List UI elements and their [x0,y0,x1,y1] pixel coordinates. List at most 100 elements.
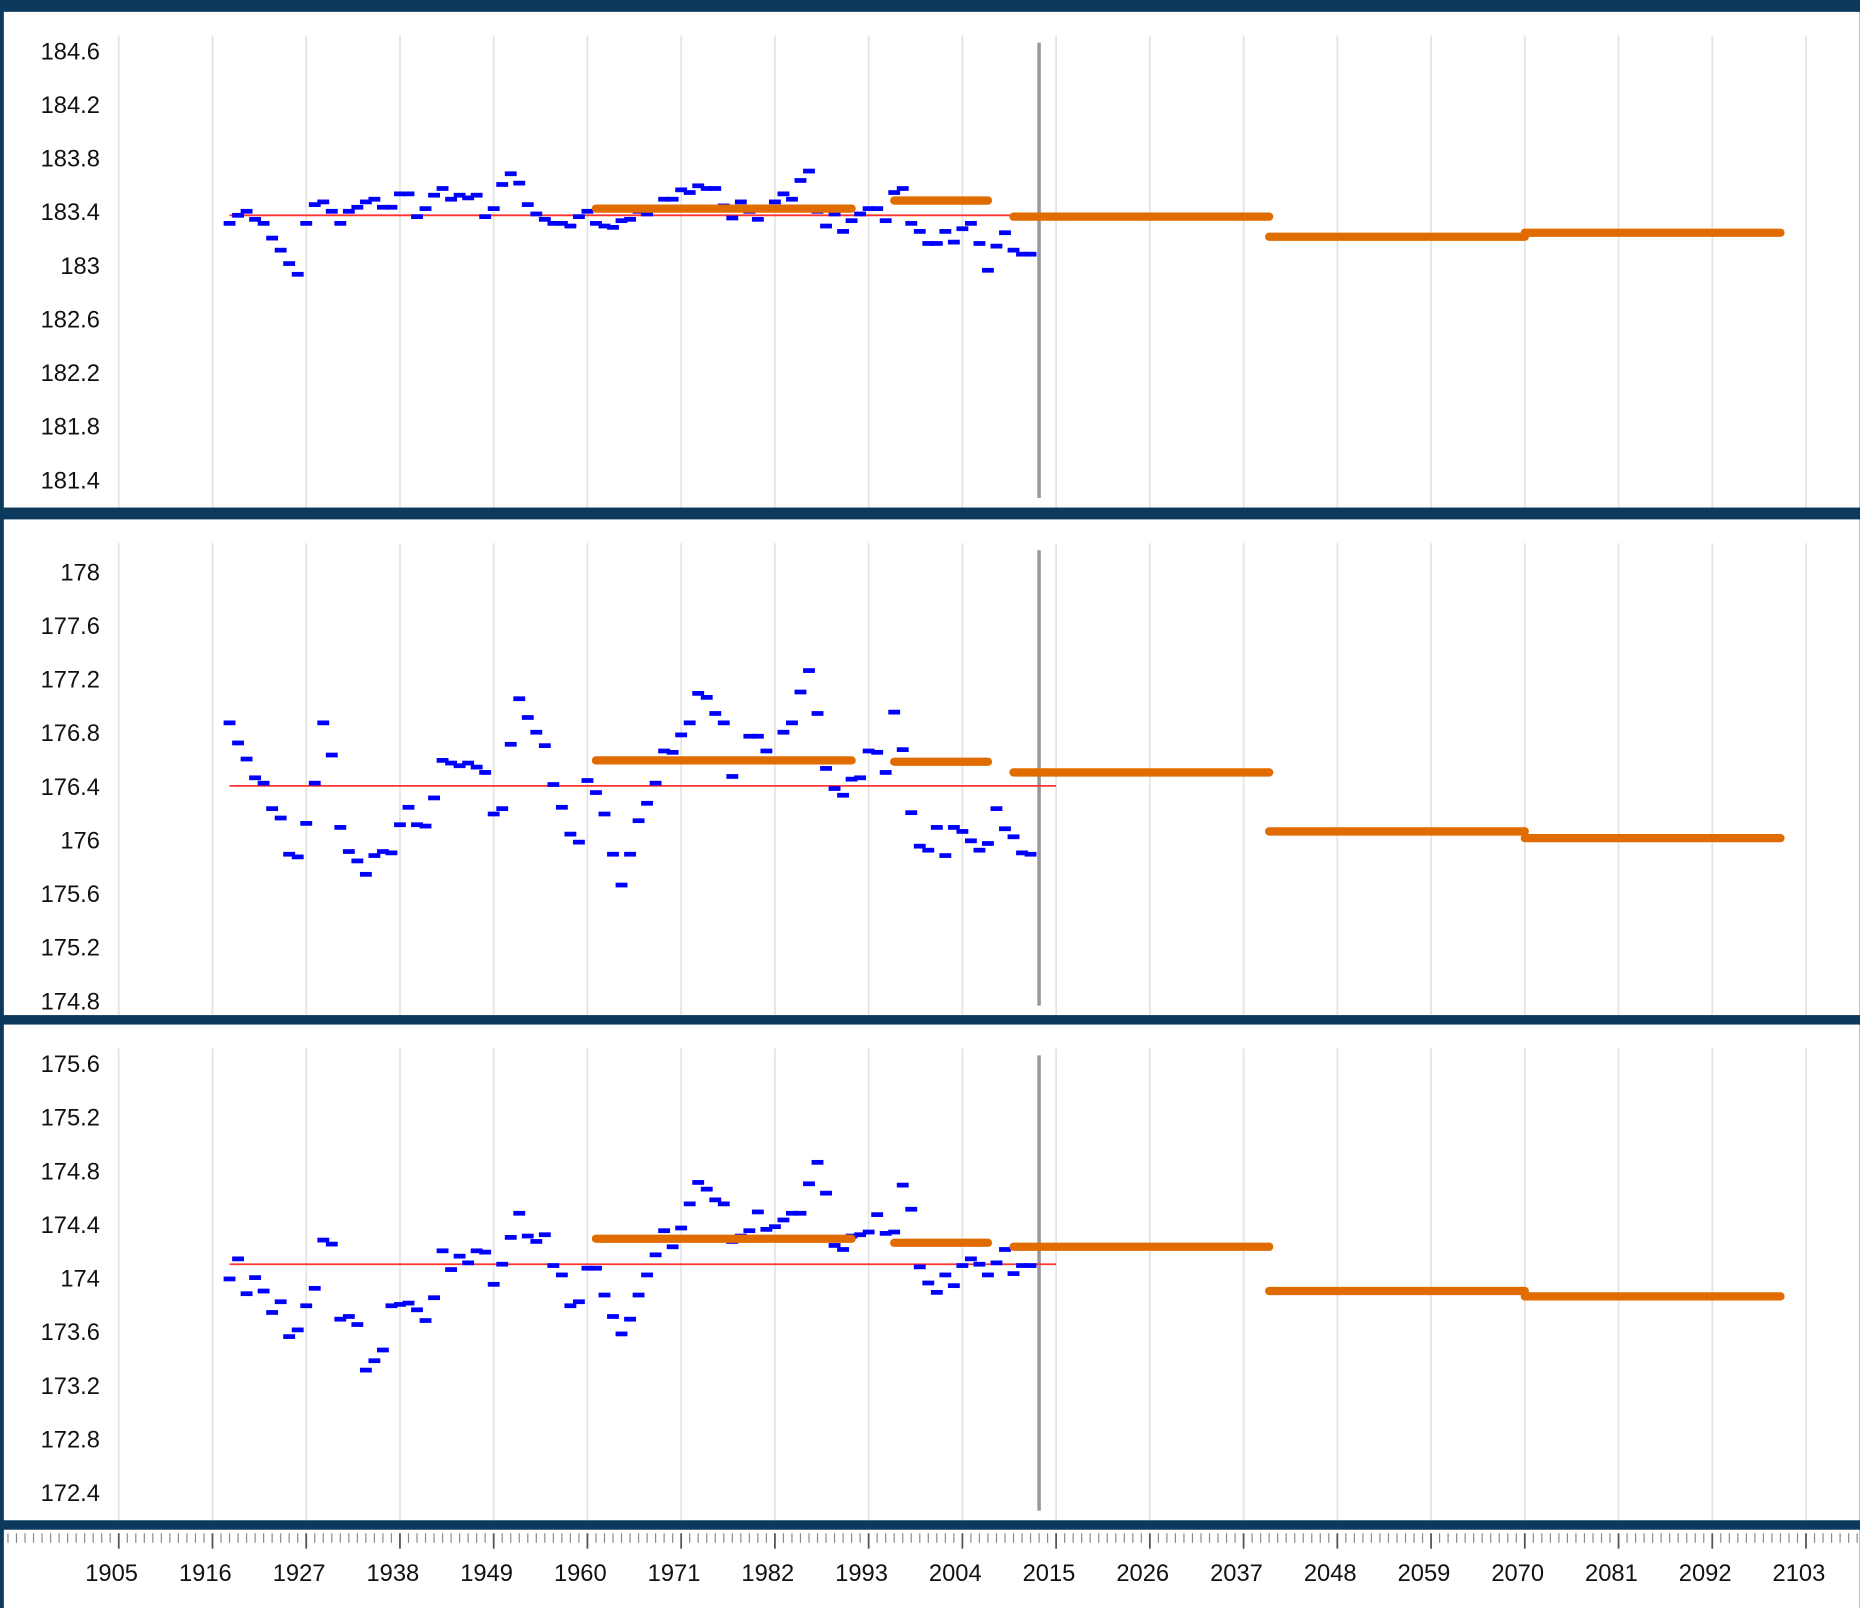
data-point [947,1283,960,1289]
y-tick-label: 173.2 [41,1374,100,1400]
data-point [513,180,526,186]
data-point [845,218,858,224]
data-point [359,871,372,877]
data-point [777,729,790,735]
data-point [504,1235,517,1240]
data-point [232,212,244,218]
data-point [820,1190,832,1196]
data-point [751,1209,764,1215]
data-point [624,851,636,857]
data-point [786,196,798,202]
data-point [325,208,338,214]
data-point [641,800,654,806]
panel-content: 172.4 172.8 173.2 173.6 174 174.4 174.8 175.2 17… [41,1048,1807,1521]
data-point [240,208,253,214]
data-point [402,191,415,197]
data-point [760,748,773,754]
data-point [675,187,688,193]
x-tick-label: 1960 [554,1561,607,1587]
data-point [982,267,994,273]
data-point [675,732,688,738]
data-point [376,849,389,854]
data-point [854,1232,867,1238]
y-tick-label: 178 [60,560,100,586]
data-point [828,1243,841,1248]
data-point [666,749,679,755]
data-point [615,882,628,888]
data-point [743,733,756,739]
data-point [266,235,279,241]
data-point [999,230,1011,236]
y-tick-label: 174.8 [41,1159,100,1185]
data-point [402,1300,415,1306]
data-point [743,1228,756,1234]
data-point [325,1241,338,1247]
data-point [700,1186,713,1192]
data-point [726,215,739,221]
data-point [351,1322,364,1327]
data-point [240,756,253,762]
data-point [504,741,517,747]
data-point [555,804,568,810]
data-point [658,1228,671,1234]
x-tick-label: 1971 [648,1561,701,1587]
y-tick-label: 181.8 [41,415,100,441]
data-point [1007,834,1020,840]
data-point [862,206,875,211]
y-tick-label: 175.6 [41,882,100,908]
data-point [683,720,696,726]
data-point [905,1206,918,1212]
data-point [939,853,952,858]
data-point [376,204,389,210]
data-point [334,1316,347,1322]
data-point [411,1307,423,1313]
panel-background [3,1024,1860,1521]
data-point [462,195,475,201]
data-point [598,1292,611,1298]
data-point [1024,1263,1037,1268]
data-point [572,839,585,845]
data-point [351,858,364,864]
data-point [479,770,492,775]
x-tick-label: 2103 [1773,1561,1826,1587]
data-point [930,1289,943,1295]
data-point [598,811,611,817]
data-point [555,220,568,226]
x-tick-label: 1949 [460,1561,513,1587]
data-point [956,1263,969,1268]
data-point [581,778,594,783]
data-point [555,1272,568,1278]
y-tick-label: 184.2 [41,93,100,119]
data-point [854,211,867,217]
y-tick-label: 174 [60,1267,100,1293]
data-point [896,186,909,191]
y-tick-label: 176.4 [41,775,100,801]
data-point [436,1248,449,1254]
data-point [470,1248,483,1254]
data-point [453,1253,466,1259]
data-point [922,241,935,246]
y-tick-label: 172.8 [41,1427,100,1453]
y-tick-label: 183.4 [41,200,100,226]
data-point [692,1180,705,1185]
y-tick-label: 176.8 [41,721,100,747]
data-point [973,847,986,853]
data-point [820,766,832,771]
data-point [939,1272,952,1278]
data-point [317,199,330,205]
data-point [862,748,875,754]
data-point [871,1212,884,1217]
data-point [453,763,466,769]
data-point [521,202,534,207]
data-point [513,696,526,702]
data-point [837,792,850,798]
data-point [513,1210,526,1216]
x-tick-label: 1938 [366,1561,419,1587]
data-point [223,720,236,726]
data-point [496,806,509,812]
data-point [803,1181,815,1187]
data-point [845,776,858,782]
data-point [300,821,313,826]
data-point [564,831,577,837]
data-point [308,780,321,786]
